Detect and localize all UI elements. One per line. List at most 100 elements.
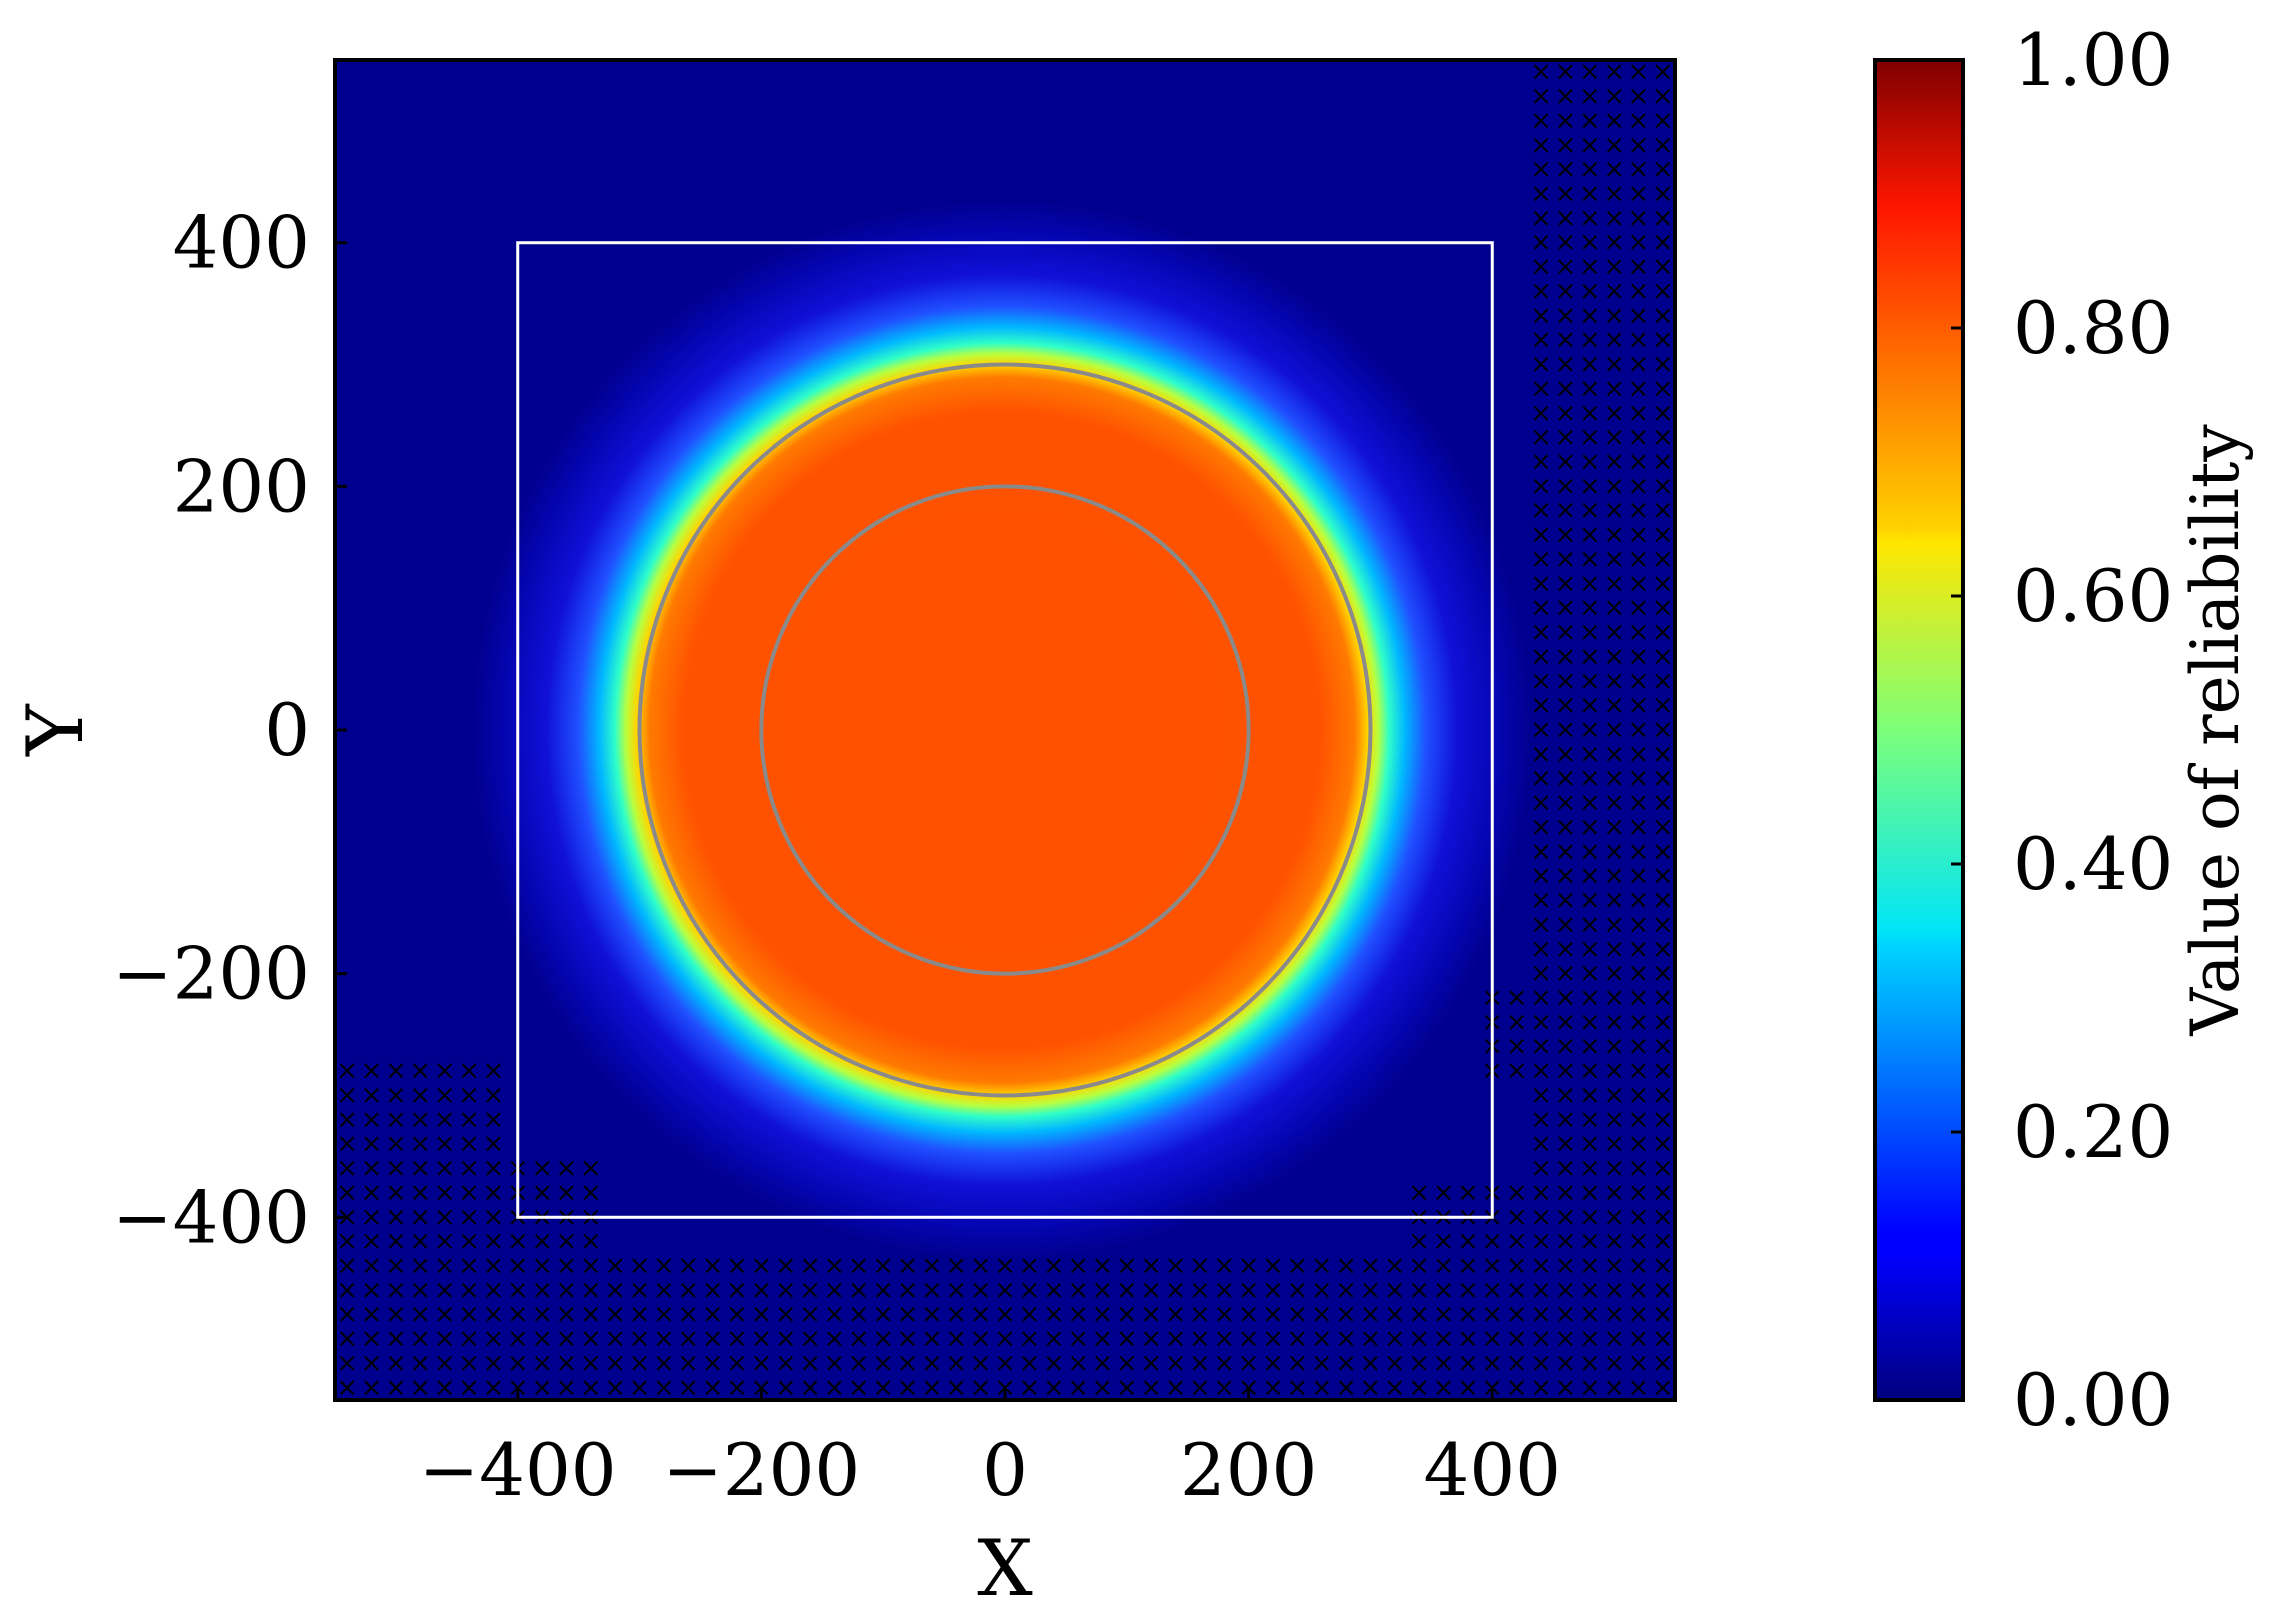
infeasible-marker: × [1189, 1373, 1211, 1403]
infeasible-marker: × [1238, 1324, 1260, 1354]
infeasible-marker: × [1238, 1373, 1260, 1403]
infeasible-marker: × [361, 1105, 383, 1135]
infeasible-marker: × [1554, 276, 1576, 306]
infeasible-marker: × [921, 1324, 943, 1354]
infeasible-marker: × [1554, 812, 1576, 842]
infeasible-marker: × [872, 1324, 894, 1354]
infeasible-marker: × [1652, 179, 1674, 209]
infeasible-marker: × [1652, 1348, 1674, 1378]
infeasible-marker: × [1652, 666, 1674, 696]
infeasible-marker: × [1116, 1348, 1138, 1378]
infeasible-marker: × [1554, 325, 1576, 355]
infeasible-marker: × [1628, 739, 1650, 769]
infeasible-marker: × [1140, 1251, 1162, 1281]
infeasible-marker: × [994, 1275, 1016, 1305]
infeasible-marker: × [361, 1056, 383, 1086]
infeasible-marker: × [458, 1056, 480, 1086]
infeasible-marker: × [1165, 1373, 1187, 1403]
infeasible-marker: × [1554, 618, 1576, 648]
infeasible-marker: × [872, 1348, 894, 1378]
infeasible-marker: × [482, 1202, 504, 1232]
infeasible-marker: × [1628, 398, 1650, 428]
infeasible-marker: × [1652, 447, 1674, 477]
x-axis-title: X [977, 1524, 1033, 1614]
infeasible-marker: × [1603, 764, 1625, 794]
infeasible-marker: × [531, 1348, 553, 1378]
infeasible-marker: × [1262, 1373, 1284, 1403]
infeasible-marker: × [1018, 1373, 1040, 1403]
infeasible-marker: × [1457, 1300, 1479, 1330]
infeasible-marker: × [1652, 1275, 1674, 1305]
infeasible-marker: × [1433, 1251, 1455, 1281]
infeasible-marker: × [702, 1300, 724, 1330]
infeasible-marker: × [677, 1251, 699, 1281]
infeasible-marker: × [1652, 1227, 1674, 1257]
infeasible-marker: × [1554, 764, 1576, 794]
infeasible-marker: × [1652, 886, 1674, 916]
infeasible-marker: × [1554, 1007, 1576, 1037]
infeasible-marker: × [1579, 1105, 1601, 1135]
infeasible-marker: × [1554, 1275, 1576, 1305]
infeasible-marker: × [775, 1251, 797, 1281]
infeasible-marker: × [482, 1154, 504, 1184]
infeasible-marker: × [1579, 1373, 1601, 1403]
infeasible-marker: × [1481, 1348, 1503, 1378]
infeasible-marker: × [1092, 1373, 1114, 1403]
infeasible-marker: × [1554, 739, 1576, 769]
infeasible-marker: × [1116, 1275, 1138, 1305]
infeasible-marker: × [1238, 1300, 1260, 1330]
infeasible-marker: × [434, 1275, 456, 1305]
infeasible-marker: × [1628, 691, 1650, 721]
infeasible-marker: × [750, 1300, 772, 1330]
infeasible-marker: × [336, 1105, 358, 1135]
infeasible-marker: × [434, 1324, 456, 1354]
infeasible-marker: × [1652, 130, 1674, 160]
infeasible-marker: × [556, 1154, 578, 1184]
infeasible-marker: × [1286, 1275, 1308, 1305]
y-tick-label: −200 [112, 932, 310, 1016]
infeasible-marker: × [1530, 1275, 1552, 1305]
infeasible-marker: × [1457, 1251, 1479, 1281]
infeasible-marker: × [409, 1348, 431, 1378]
infeasible-marker: × [1579, 1056, 1601, 1086]
infeasible-marker: × [434, 1105, 456, 1135]
infeasible-marker: × [1506, 1178, 1528, 1208]
infeasible-marker: × [726, 1251, 748, 1281]
infeasible-marker: × [1628, 350, 1650, 380]
colorbar-tick-label: 0.80 [2013, 286, 2173, 370]
infeasible-marker: × [604, 1348, 626, 1378]
infeasible-marker: × [775, 1324, 797, 1354]
infeasible-marker: × [1481, 1373, 1503, 1403]
infeasible-marker: × [458, 1227, 480, 1257]
infeasible-marker: × [1554, 1373, 1576, 1403]
infeasible-marker: × [1652, 301, 1674, 331]
infeasible-marker: × [434, 1373, 456, 1403]
infeasible-marker: × [1628, 544, 1650, 574]
infeasible-marker: × [507, 1324, 529, 1354]
infeasible-marker: × [750, 1348, 772, 1378]
infeasible-marker: × [1628, 203, 1650, 233]
infeasible-marker: × [1530, 1080, 1552, 1110]
infeasible-marker: × [1579, 398, 1601, 428]
infeasible-marker: × [1189, 1251, 1211, 1281]
infeasible-marker: × [385, 1080, 407, 1110]
infeasible-marker: × [1628, 374, 1650, 404]
infeasible-marker: × [1628, 228, 1650, 258]
infeasible-marker: × [1628, 325, 1650, 355]
infeasible-marker: × [1603, 1129, 1625, 1159]
infeasible-marker: × [1652, 764, 1674, 794]
infeasible-marker: × [1652, 1129, 1674, 1159]
infeasible-marker: × [458, 1129, 480, 1159]
infeasible-marker: × [1628, 618, 1650, 648]
infeasible-marker: × [1165, 1300, 1187, 1330]
colorbar-tick-label: 1.00 [2013, 18, 2173, 102]
infeasible-marker: × [1652, 544, 1674, 574]
infeasible-marker: × [1335, 1373, 1357, 1403]
infeasible-marker: × [1530, 179, 1552, 209]
infeasible-marker: × [1603, 179, 1625, 209]
infeasible-marker: × [1433, 1324, 1455, 1354]
infeasible-marker: × [1603, 691, 1625, 721]
infeasible-marker: × [531, 1251, 553, 1281]
infeasible-marker: × [1652, 1300, 1674, 1330]
infeasible-marker: × [482, 1227, 504, 1257]
